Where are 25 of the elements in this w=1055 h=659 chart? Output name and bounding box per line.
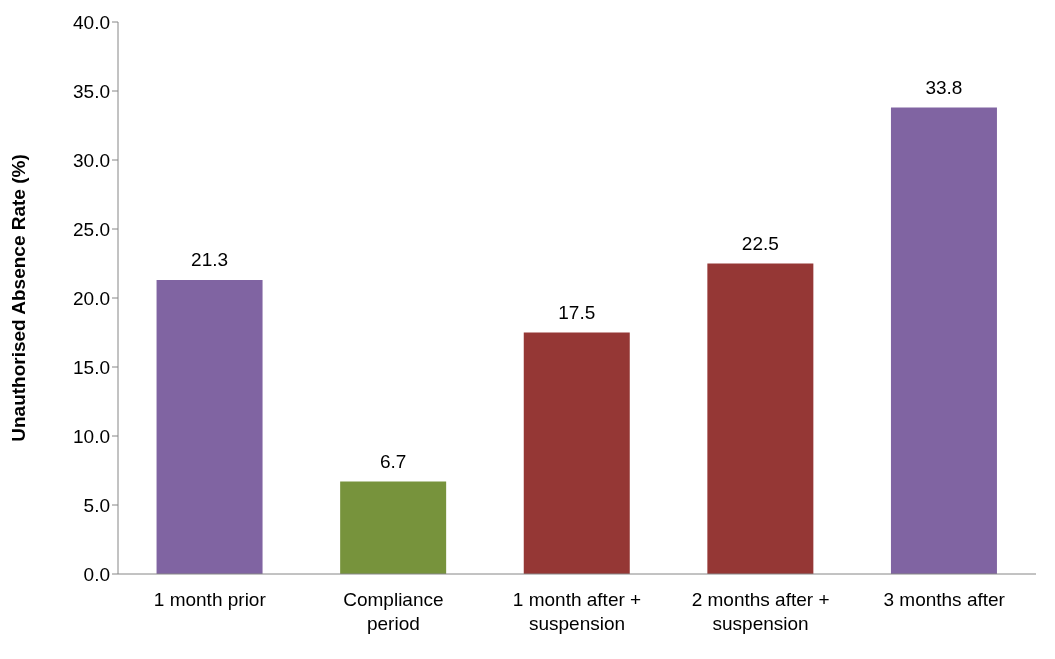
y-tick-label: 5.0 (83, 494, 110, 516)
y-tick-label: 15.0 (73, 356, 110, 378)
data-label: 33.8 (925, 76, 963, 98)
bar (340, 481, 447, 574)
data-label: 22.5 (741, 232, 779, 254)
y-tick-label: 35.0 (73, 80, 110, 102)
y-tick-label: 0.0 (83, 563, 110, 585)
bar (156, 280, 263, 574)
bar (890, 107, 997, 574)
data-label: 21.3 (191, 249, 229, 271)
y-tick-label: 40.0 (73, 11, 110, 33)
y-tick-label: 25.0 (73, 218, 110, 240)
y-axis-title: Unauthorised Absence Rate (%) (7, 154, 29, 442)
data-label: 6.7 (379, 450, 407, 472)
x-tick-label: 1 month after + suspension (512, 589, 642, 634)
bar (707, 263, 814, 574)
y-tick-label: 10.0 (73, 425, 110, 447)
x-tick-label: 1 month prior (153, 589, 267, 610)
x-tick-label: 3 months after (883, 589, 1006, 610)
y-tick-label: 20.0 (73, 287, 110, 309)
x-tick-label: Compliance period (343, 589, 444, 634)
bar (523, 332, 630, 574)
x-tick-label: 2 months after + suspension (691, 589, 830, 634)
y-tick-label: 30.0 (73, 149, 110, 171)
data-label: 17.5 (558, 301, 596, 323)
